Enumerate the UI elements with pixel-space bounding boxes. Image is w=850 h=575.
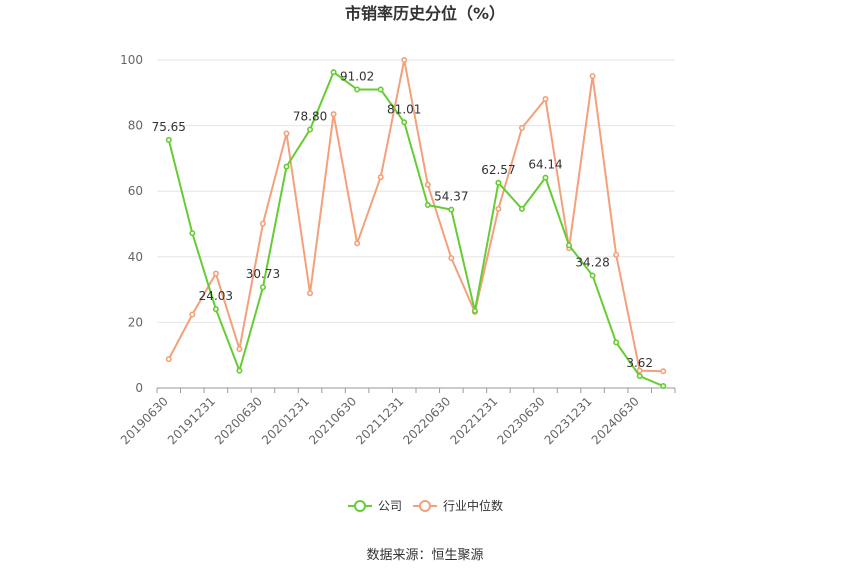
source-text: 数据来源：恒生聚源 — [366, 548, 483, 563]
y-tick-label: 60 — [128, 184, 143, 198]
data-label: 75.65 — [152, 120, 186, 134]
data-label: 62.57 — [481, 163, 515, 177]
data-point[interactable] — [377, 174, 384, 181]
series-line — [167, 59, 664, 373]
data-point[interactable] — [660, 383, 667, 390]
data-point[interactable] — [401, 119, 408, 126]
data-point[interactable] — [236, 367, 243, 374]
data-point[interactable] — [424, 181, 431, 188]
data-label: 30.73 — [246, 267, 280, 281]
data-point[interactable] — [212, 270, 219, 277]
data-point[interactable] — [448, 255, 455, 262]
data-point[interactable] — [283, 163, 290, 170]
data-point[interactable] — [448, 206, 455, 213]
y-tick-label: 20 — [128, 315, 143, 329]
legend-label: 行业中位数 — [443, 498, 503, 513]
data-point[interactable] — [212, 306, 219, 313]
x-tick-label: 20211231 — [353, 394, 406, 447]
x-tick-label: 20201231 — [259, 394, 312, 447]
data-point[interactable] — [566, 242, 573, 249]
data-point[interactable] — [307, 126, 314, 133]
legend-marker — [419, 500, 431, 512]
x-tick-label: 20200630 — [212, 394, 265, 447]
data-point[interactable] — [165, 136, 172, 143]
y-tick-label: 80 — [128, 119, 143, 133]
data-point[interactable] — [259, 220, 266, 227]
data-point[interactable] — [636, 373, 643, 380]
x-tick-label: 20240630 — [589, 394, 642, 447]
data-point[interactable] — [518, 124, 525, 131]
data-point[interactable] — [377, 86, 384, 93]
data-point[interactable] — [283, 130, 290, 137]
data-point[interactable] — [259, 284, 266, 291]
data-label: 64.14 — [528, 158, 562, 172]
x-tick-label: 20190630 — [118, 394, 171, 447]
data-point[interactable] — [660, 368, 667, 375]
data-label: 78.80 — [293, 110, 327, 124]
data-point[interactable] — [589, 272, 596, 279]
legend-label: 公司 — [378, 499, 402, 513]
data-point[interactable] — [330, 111, 337, 118]
x-tick-label: 20191231 — [165, 394, 218, 447]
data-label: 54.37 — [434, 190, 468, 204]
data-label: 34.28 — [575, 256, 609, 270]
data-point[interactable] — [636, 367, 643, 374]
grid-lines — [157, 59, 675, 323]
data-label: 3.62 — [626, 356, 653, 370]
data-point[interactable] — [236, 345, 243, 352]
x-tick-label: 20220630 — [400, 394, 453, 447]
series-layer — [165, 56, 667, 390]
data-point[interactable] — [330, 69, 337, 76]
y-tick-label: 40 — [128, 250, 143, 264]
legend-industry-median[interactable]: 行业中位数 — [413, 498, 503, 513]
x-tick-label: 20221231 — [447, 394, 500, 447]
data-label: 24.03 — [199, 289, 233, 303]
legend[interactable]: 公司 行业中位数 — [348, 498, 503, 513]
data-point[interactable] — [189, 311, 196, 318]
data-label: 91.02 — [340, 69, 374, 83]
x-axis: 2019063020191231202006302020123120210630… — [118, 387, 676, 447]
data-labels: 75.65 24.03 30.73 78.80 91.02 81.01 54.37 62.57… — [152, 69, 653, 370]
series-company — [165, 69, 667, 390]
chart-title: 市销率历史分位（%） — [345, 4, 505, 23]
data-point[interactable] — [542, 174, 549, 181]
data-point[interactable] — [165, 356, 172, 363]
data-point[interactable] — [613, 251, 620, 258]
data-point[interactable] — [189, 230, 196, 237]
x-tick-label: 20231231 — [542, 394, 595, 447]
x-tick-label: 20230630 — [495, 394, 548, 447]
data-point[interactable] — [354, 240, 361, 247]
x-tick-label: 20210630 — [306, 394, 359, 447]
data-point[interactable] — [354, 86, 361, 93]
data-label: 81.01 — [387, 102, 421, 116]
data-point[interactable] — [518, 205, 525, 212]
y-tick-label: 0 — [135, 381, 143, 395]
data-point[interactable] — [471, 307, 478, 314]
legend-marker — [354, 500, 366, 512]
data-point[interactable] — [307, 290, 314, 297]
y-tick-label: 100 — [120, 53, 143, 67]
data-point[interactable] — [495, 205, 502, 212]
data-point[interactable] — [589, 73, 596, 80]
data-point[interactable] — [424, 201, 431, 208]
data-point[interactable] — [613, 339, 620, 346]
legend-company[interactable]: 公司 — [348, 499, 402, 513]
series-line — [167, 71, 664, 387]
data-point[interactable] — [495, 179, 502, 186]
data-point[interactable] — [401, 56, 408, 63]
data-point[interactable] — [542, 96, 549, 103]
y-axis: 0 20 40 60 80 100 — [120, 53, 143, 395]
